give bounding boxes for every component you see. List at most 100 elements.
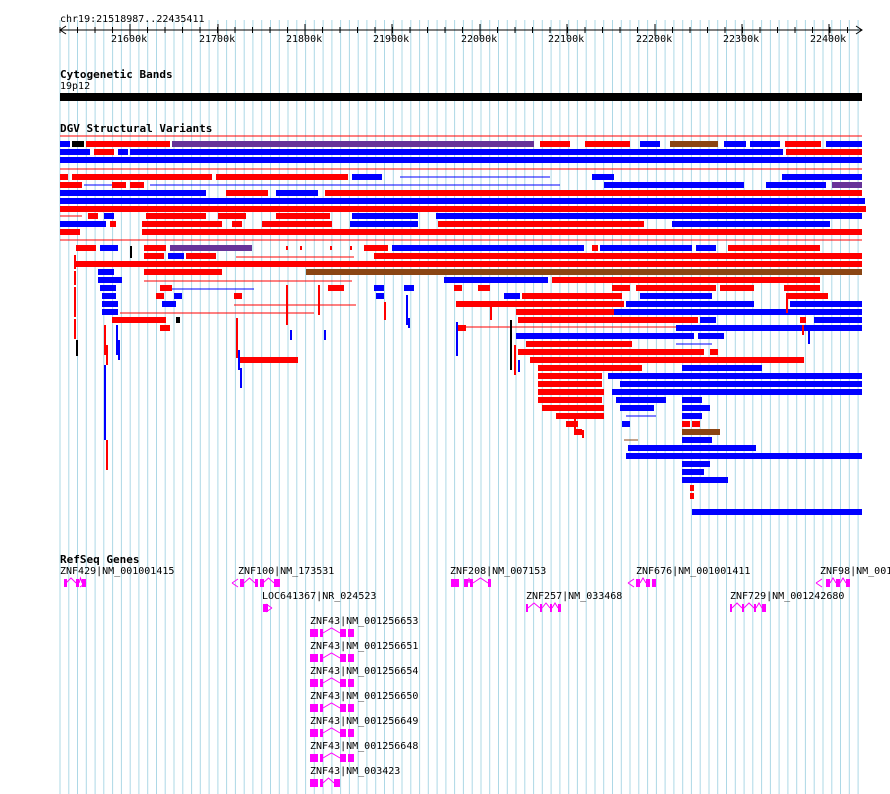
- variant-bar: [574, 418, 576, 434]
- exon: [836, 579, 840, 587]
- variant-bar: [232, 221, 242, 227]
- variant-bar: [682, 437, 712, 443]
- variant-bar: [612, 389, 862, 395]
- intron: [639, 577, 647, 584]
- intron: [467, 577, 471, 584]
- variant-bar: [330, 246, 332, 250]
- intron: [243, 577, 256, 584]
- variant-bar: [100, 245, 118, 251]
- variant-bar: [74, 271, 76, 285]
- exon: [310, 704, 318, 712]
- variant-bar: [76, 245, 96, 251]
- exon: [76, 579, 79, 587]
- variant-bar: [786, 293, 788, 313]
- variant-bar: [106, 345, 108, 365]
- variant-bar: [374, 253, 862, 259]
- variant-bar: [456, 340, 458, 356]
- variant-bar: [585, 141, 630, 147]
- exon: [526, 604, 528, 612]
- exon: [340, 704, 346, 712]
- intron: [78, 576, 83, 584]
- variant-bar: [620, 381, 862, 387]
- intron: [551, 602, 559, 609]
- variant-bar: [100, 285, 116, 291]
- variant-bar: [74, 319, 76, 339]
- variant-bar: [236, 318, 238, 358]
- ruler-tick-label: 22100k: [548, 34, 585, 45]
- gene-glyph: [231, 577, 280, 588]
- exon: [334, 779, 340, 787]
- variant-bar: [436, 213, 862, 219]
- variant-bar: [444, 277, 548, 283]
- variant-bar: [626, 301, 754, 307]
- variant-bar: [130, 246, 132, 258]
- exon: [488, 579, 491, 587]
- variant-bar: [672, 221, 830, 227]
- variant-bar: [130, 182, 144, 188]
- variant-bar: [538, 389, 604, 395]
- variant-bar: [72, 141, 84, 147]
- variant-bar: [104, 325, 106, 355]
- exon: [652, 579, 656, 587]
- variant-bar: [176, 317, 180, 323]
- variant-bar: [538, 381, 602, 387]
- variant-bar: [788, 293, 828, 299]
- variant-bar: [592, 245, 598, 251]
- ruler-tick-label: 22400k: [810, 34, 847, 45]
- exon: [742, 604, 744, 612]
- exon: [82, 579, 86, 587]
- exon: [550, 604, 552, 612]
- gene-glyph: [730, 602, 766, 612]
- variant-bar: [74, 287, 76, 317]
- exon: [464, 579, 468, 587]
- variant-bar: [142, 229, 862, 235]
- gene-label: LOC641367|NR_024523: [262, 591, 377, 602]
- variant-bar: [682, 477, 728, 483]
- variant-bar: [60, 157, 862, 163]
- gene-label: ZNF43|NM_001256653: [310, 616, 419, 627]
- gene-label: ZNF43|NM_001256648: [310, 741, 419, 752]
- variant-bar: [160, 325, 170, 331]
- ruler[interactable]: [0, 0, 890, 60]
- variant-bar: [636, 285, 716, 291]
- variant-bar: [518, 317, 698, 323]
- variant-bar: [88, 213, 98, 219]
- gene-glyph: [627, 577, 656, 588]
- exon: [348, 729, 354, 737]
- exon: [274, 579, 280, 587]
- variant-bar: [130, 149, 783, 155]
- cytoband-track-title: Cytogenetic Bands: [60, 68, 173, 81]
- exon: [451, 579, 459, 587]
- exon: [646, 579, 650, 587]
- variant-bar: [785, 141, 821, 147]
- exon: [470, 579, 473, 587]
- ruler-tick-label: 21900k: [373, 34, 410, 45]
- variant-bar: [454, 285, 462, 291]
- variant-bar: [110, 221, 116, 227]
- intron: [472, 577, 489, 584]
- gene-label: ZNF429|NM_001001415: [60, 566, 175, 577]
- intron: [322, 727, 341, 734]
- intron: [829, 577, 837, 584]
- variant-bar: [276, 213, 330, 219]
- variant-bar: [552, 277, 820, 283]
- variant-bar: [144, 269, 222, 275]
- variant-bar: [626, 453, 862, 459]
- variant-bar: [286, 285, 288, 325]
- intron: [755, 602, 763, 609]
- variant-bar: [106, 440, 108, 470]
- variant-bar: [98, 269, 114, 275]
- cytoband-label: 19p12: [60, 81, 91, 92]
- exon: [320, 629, 323, 637]
- variant-bar: [640, 141, 660, 147]
- variant-bar: [76, 340, 78, 356]
- variant-bar: [162, 301, 176, 307]
- variant-bar: [700, 317, 716, 323]
- strand-arrow: [231, 578, 239, 588]
- strand-arrow: [815, 578, 823, 588]
- cytoband-bar[interactable]: [60, 93, 862, 101]
- variant-bar: [566, 421, 578, 427]
